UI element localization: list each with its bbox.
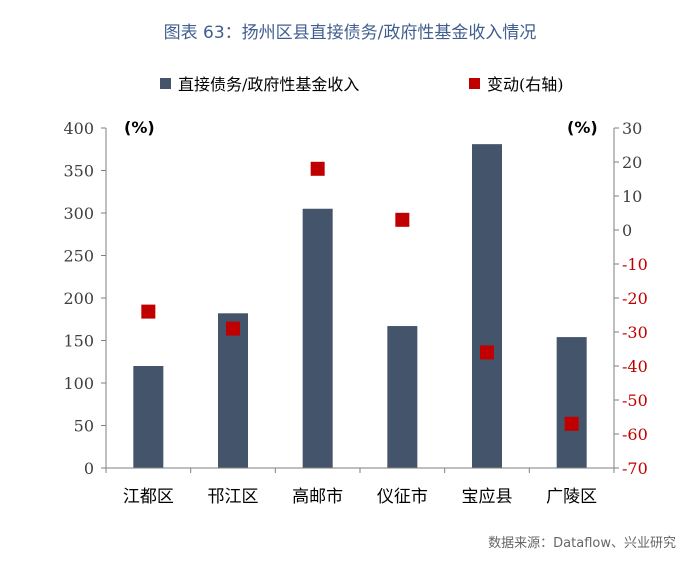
marker-point: [310, 161, 325, 176]
bar: [218, 313, 248, 468]
marker-point: [395, 212, 410, 227]
legend-bar-label: 直接债务/政府性基金收入: [178, 75, 359, 94]
marker-point: [226, 321, 240, 336]
chart-title: 图表 63：扬州区县直接债务/政府性基金收入情况: [163, 23, 537, 43]
left-tick-label: 0: [84, 459, 94, 478]
right-axis: 30 20 10 0 -10 -20 -30 -40 -50 -60 -70 (%): [567, 118, 648, 478]
left-tick-label: 400: [63, 119, 94, 138]
right-tick-label: -60: [622, 425, 648, 444]
x-axis: 江都区 邗江区 高邮市 仪征市 宝应县 广陵区: [105, 467, 615, 507]
right-tick-label: -50: [622, 391, 648, 410]
bar: [556, 337, 587, 468]
x-tick-label: 江都区: [123, 487, 174, 507]
right-tick-label: 20: [622, 153, 642, 172]
legend-marker-label: 变动(右轴): [487, 75, 564, 94]
x-tick-label: 邗江区: [208, 487, 259, 507]
right-tick-label: -20: [622, 289, 648, 308]
bar: [387, 326, 418, 468]
right-tick-label: 10: [622, 187, 642, 206]
legend-bar-swatch: [160, 78, 171, 89]
bar: [472, 144, 502, 468]
left-tick-label: 150: [63, 332, 94, 351]
bar: [302, 208, 333, 468]
legend-marker-swatch: [469, 78, 480, 89]
x-tick-label: 高邮市: [292, 487, 343, 507]
x-tick-label: 宝应县: [462, 487, 513, 507]
right-axis-unit: (%): [567, 118, 598, 137]
right-tick-label: -10: [622, 255, 648, 274]
left-axis-unit: (%): [124, 118, 155, 137]
x-tick-label: 仪征市: [377, 487, 428, 507]
left-axis: 0 50 100 150 200 250 300 350 400 (%): [63, 118, 154, 478]
x-tick-label: 广陵区: [546, 487, 597, 507]
source-note: 数据来源：Dataflow、兴业研究: [488, 536, 676, 551]
right-tick-label: -30: [622, 323, 648, 342]
left-tick-label: 350: [63, 162, 94, 181]
bar: [133, 366, 164, 468]
left-tick-label: 200: [63, 289, 94, 308]
marker-point: [141, 304, 156, 319]
bar-series: [133, 144, 587, 468]
marker-series: [141, 161, 579, 431]
marker-point: [480, 345, 494, 360]
left-tick-label: 250: [63, 247, 94, 266]
left-tick-label: 50: [74, 417, 94, 436]
right-tick-label: 0: [622, 221, 632, 240]
left-tick-label: 300: [63, 204, 94, 223]
marker-point: [564, 416, 579, 431]
right-tick-label: -40: [622, 357, 648, 376]
left-tick-label: 100: [63, 374, 94, 393]
legend: 直接债务/政府性基金收入 变动(右轴): [160, 75, 564, 94]
right-tick-label: -70: [622, 459, 648, 478]
right-tick-label: 30: [622, 119, 642, 138]
